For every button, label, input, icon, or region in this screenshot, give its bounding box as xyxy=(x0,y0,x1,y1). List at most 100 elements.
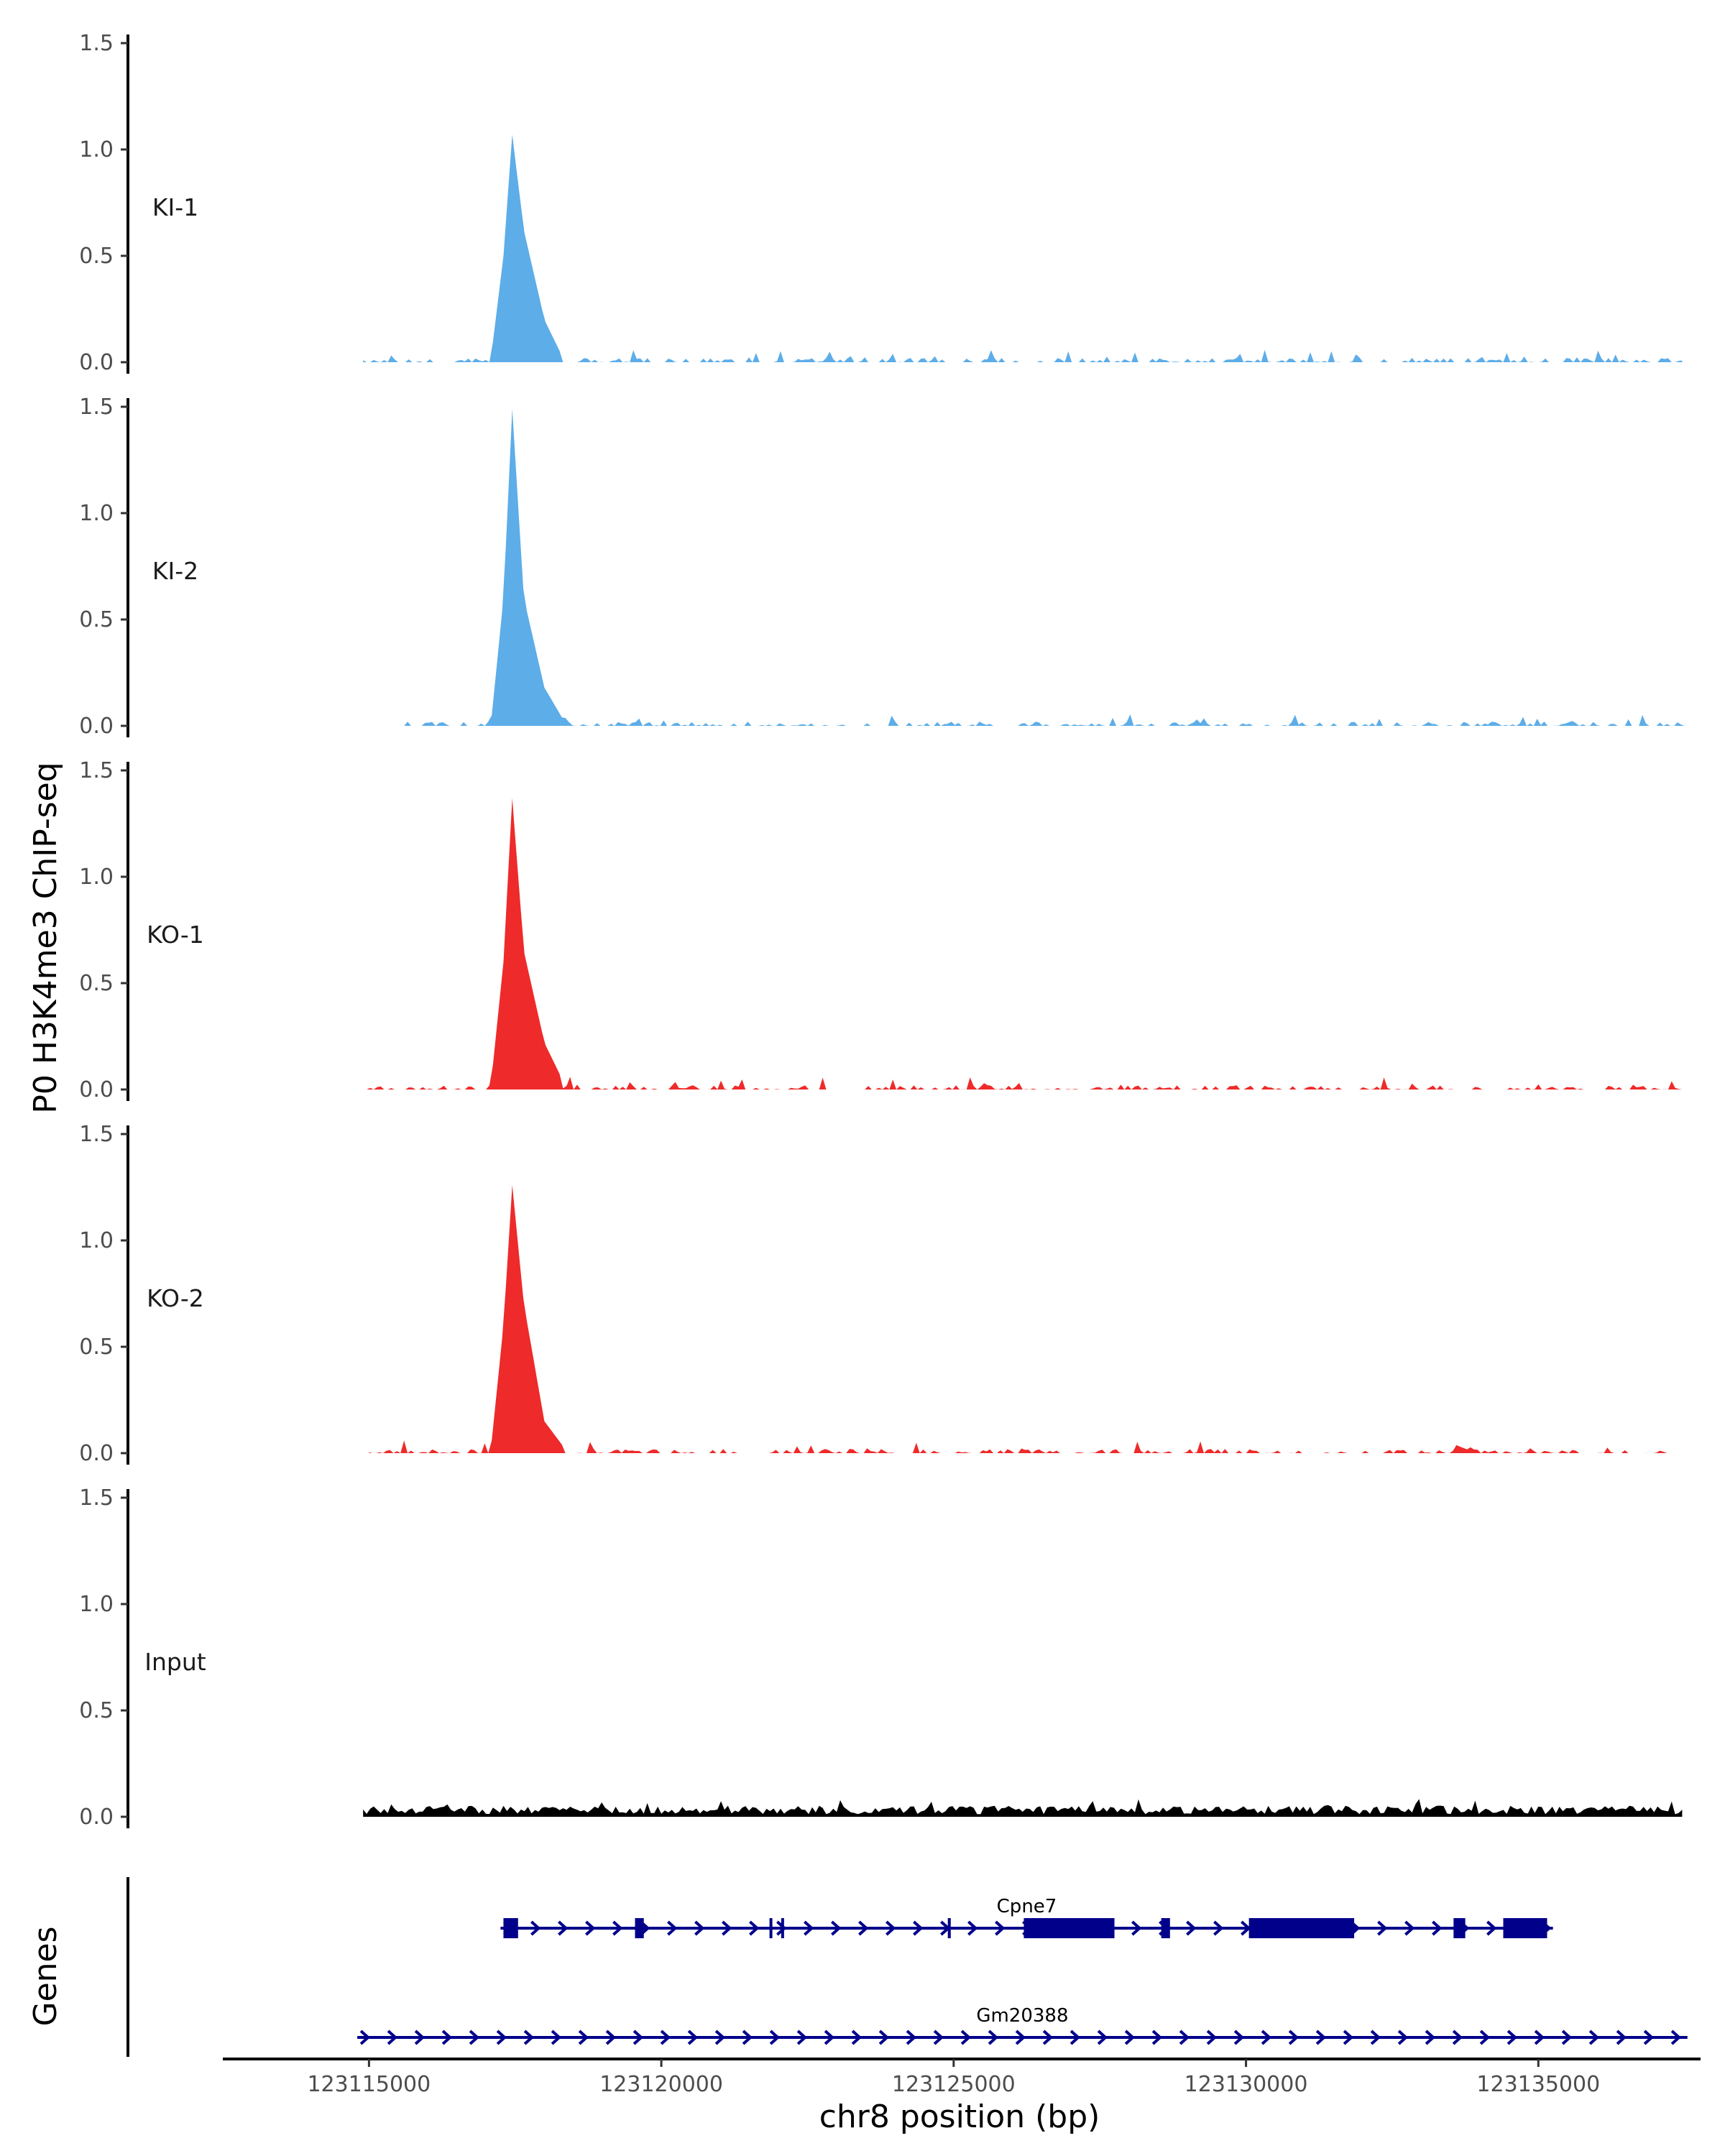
signal-area-input xyxy=(363,1799,1683,1817)
strand-arrow xyxy=(1404,1920,1415,1936)
strand-arrow xyxy=(824,2030,835,2045)
signal-area-ki-1 xyxy=(363,134,1683,363)
strand-arrow xyxy=(1452,2030,1463,2045)
strand-arrow xyxy=(960,2030,972,2045)
strand-arrow xyxy=(1151,2030,1163,2045)
strand-arrow xyxy=(722,1920,732,1936)
track-label: KI-2 xyxy=(152,557,198,585)
track-ko-2: 0.0 0.5 1.0 1.5 KO-2 xyxy=(79,1122,1685,1466)
y-tick-label: 1.5 xyxy=(79,1122,114,1147)
y-tick-label: 0.0 xyxy=(79,1441,114,1466)
strand-arrow xyxy=(1486,1920,1497,1936)
strand-arrow xyxy=(558,1920,569,1936)
strand-arrow xyxy=(1315,2030,1327,2045)
track-label: KO-1 xyxy=(147,921,204,949)
strand-arrow xyxy=(1616,2030,1627,2045)
strand-arrow xyxy=(1131,1920,1142,1936)
strand-arrow xyxy=(988,2030,999,2045)
exon-block xyxy=(1161,1918,1170,1938)
strand-arrow xyxy=(1179,2030,1190,2045)
strand-arrow xyxy=(796,2030,808,2045)
x-tick-label: 123125000 xyxy=(892,2072,1016,2097)
exon-block xyxy=(1453,1918,1466,1938)
strand-arrow xyxy=(687,2030,699,2045)
y-tick-label: 1.0 xyxy=(79,501,114,526)
x-axis-title: chr8 position (bp) xyxy=(819,2099,1100,2135)
strand-arrow xyxy=(1343,2030,1354,2045)
y-tick-label: 1.0 xyxy=(79,1592,114,1617)
x-tick-label: 123115000 xyxy=(307,2072,431,2097)
strand-arrow xyxy=(441,2030,453,2045)
strand-arrow xyxy=(906,2030,917,2045)
x-axis: 123115000 123120000 123125000 123130000 1231… xyxy=(223,2058,1701,2097)
strand-arrow xyxy=(1534,2030,1545,2045)
y-tick-label: 0.0 xyxy=(79,350,114,375)
strand-arrow xyxy=(1042,2030,1054,2045)
strand-arrow xyxy=(387,2030,398,2045)
y-tick-label: 1.5 xyxy=(79,758,114,783)
strand-arrow xyxy=(1097,2030,1108,2045)
strand-arrow xyxy=(1432,1920,1443,1936)
gene-gm20388: Gm20388 xyxy=(357,2005,1688,2045)
y-tick-label: 1.0 xyxy=(79,865,114,890)
strand-arrow xyxy=(632,2030,644,2045)
y-tick-label: 0.5 xyxy=(79,607,114,632)
exon-block xyxy=(947,1918,951,1938)
exon-block xyxy=(1503,1918,1547,1938)
strand-arrow xyxy=(878,2030,890,2045)
strand-arrow xyxy=(1370,2030,1381,2045)
track-ki-1: 0.0 0.5 1.0 1.5 KI-1 xyxy=(79,31,1683,375)
gene-name-label: Cpne7 xyxy=(997,1896,1057,1917)
strand-arrow xyxy=(359,2030,371,2045)
track-input: 0.0 0.5 1.0 1.5 Input xyxy=(79,1485,1683,1830)
track-label: KO-2 xyxy=(147,1284,204,1312)
y-tick-label: 1.5 xyxy=(79,1485,114,1511)
strand-arrow xyxy=(414,2030,426,2045)
strand-arrow xyxy=(551,2030,562,2045)
strand-arrow xyxy=(496,2030,507,2045)
track-ki-2: 0.0 0.5 1.0 1.5 KI-2 xyxy=(79,395,1685,739)
strand-arrow xyxy=(694,1920,705,1936)
gene-cpne7: Cpne7 xyxy=(500,1896,1553,1938)
y-tick-label: 1.5 xyxy=(79,31,114,56)
y-tick-label: 0.5 xyxy=(79,1698,114,1723)
genes-axis-title: Genes xyxy=(27,1926,64,2026)
strand-arrow xyxy=(578,2030,589,2045)
signal-area-ko-2 xyxy=(369,1185,1685,1453)
strand-arrow xyxy=(1233,2030,1245,2045)
strand-arrow xyxy=(660,2030,671,2045)
exon-block xyxy=(635,1918,644,1938)
signal-tracks: 0.0 0.5 1.0 1.5 KI-1 0.0 0.5 1.0 1.5 KI-2 0.0 0.5 1.… xyxy=(79,31,1685,1830)
y-tick-label: 0.0 xyxy=(79,1805,114,1830)
strand-arrow xyxy=(523,2030,535,2045)
exon-block xyxy=(1024,1918,1115,1938)
y-tick-label: 1.0 xyxy=(79,1228,114,1253)
strand-arrow xyxy=(933,2030,944,2045)
strand-arrow xyxy=(1670,2030,1682,2045)
strand-arrow xyxy=(858,1920,869,1936)
track-label: KI-1 xyxy=(152,193,198,221)
y-tick-label: 1.0 xyxy=(79,137,114,162)
x-tick-label: 123130000 xyxy=(1184,2072,1308,2097)
strand-arrow xyxy=(612,1920,623,1936)
y-axis-title: P0 H3K4me3 ChIP-seq xyxy=(27,762,64,1113)
exon-block xyxy=(781,1918,784,1938)
x-tick-label: 123120000 xyxy=(599,2072,723,2097)
exon-block xyxy=(503,1918,518,1938)
strand-arrow xyxy=(742,2030,753,2045)
strand-arrow xyxy=(831,1920,842,1936)
strand-arrow xyxy=(1643,2030,1655,2045)
strand-arrow xyxy=(1506,2030,1518,2045)
strand-arrow xyxy=(769,2030,781,2045)
strand-arrow xyxy=(1425,2030,1436,2045)
strand-arrow xyxy=(913,1920,924,1936)
track-ko-1: 0.0 0.5 1.0 1.5 KO-1 xyxy=(79,758,1683,1102)
strand-arrow xyxy=(1377,1920,1388,1936)
strand-arrow xyxy=(469,2030,480,2045)
y-tick-label: 1.5 xyxy=(79,395,114,420)
y-tick-label: 0.0 xyxy=(79,714,114,739)
strand-arrow xyxy=(1561,2030,1573,2045)
strand-arrow xyxy=(1124,2030,1136,2045)
strand-arrow xyxy=(1397,2030,1409,2045)
